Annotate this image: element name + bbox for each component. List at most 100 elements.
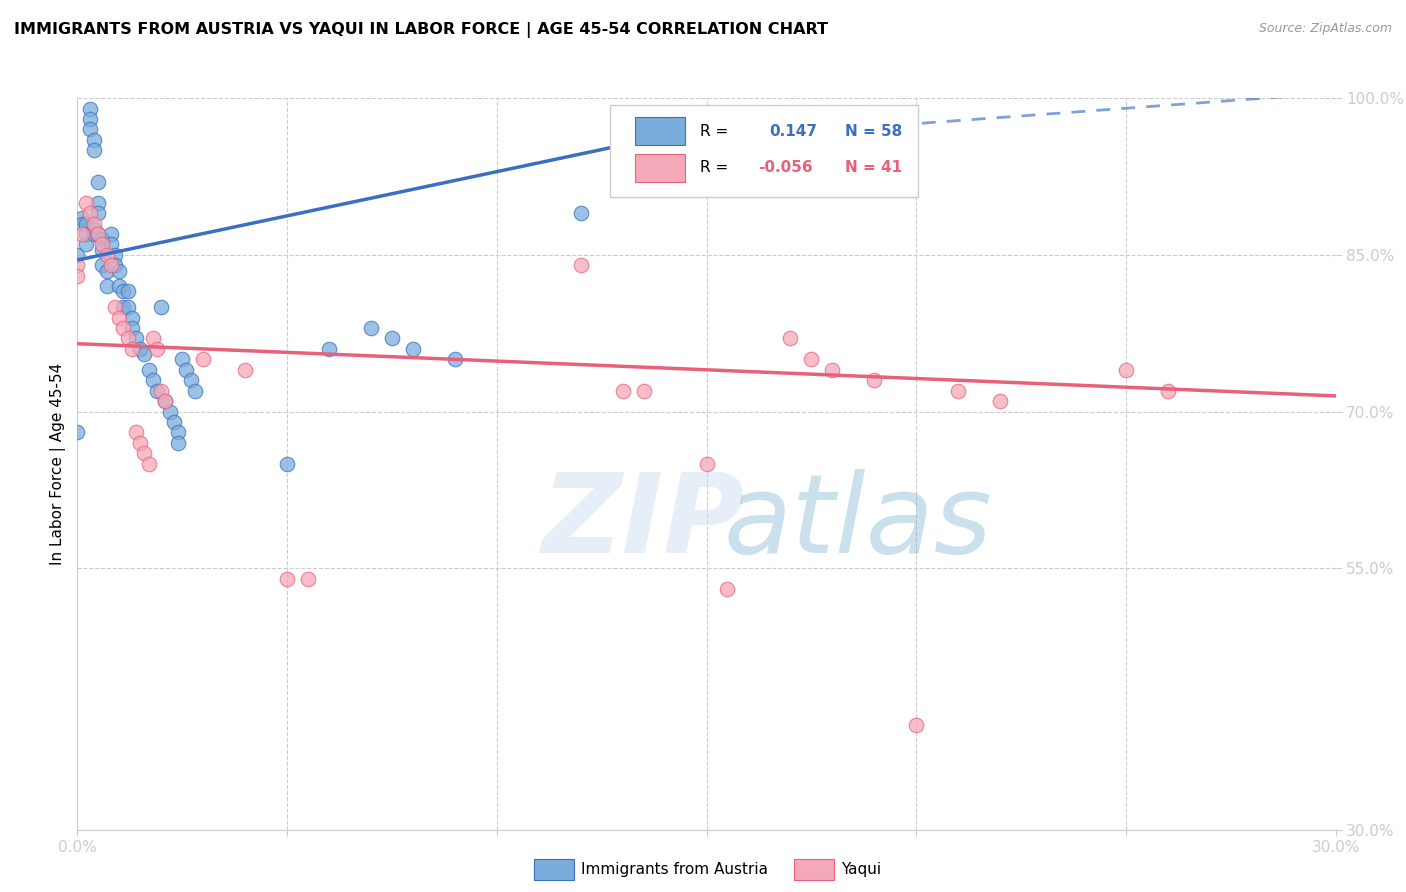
Point — [180, 373, 202, 387]
FancyBboxPatch shape — [610, 105, 918, 197]
Point — [79, 102, 101, 116]
Point — [108, 279, 131, 293]
Point — [129, 436, 152, 450]
Text: 0.147: 0.147 — [769, 123, 817, 138]
Point — [66, 268, 89, 283]
Text: Source: ZipAtlas.com: Source: ZipAtlas.com — [1258, 22, 1392, 36]
Point — [176, 363, 198, 377]
Point — [276, 572, 298, 586]
Point — [83, 221, 105, 235]
Point — [360, 321, 382, 335]
Point — [96, 263, 118, 277]
Point — [155, 394, 177, 409]
Point — [233, 363, 256, 377]
Point — [104, 258, 127, 272]
Point — [988, 394, 1011, 409]
Point — [402, 342, 425, 356]
Point — [70, 211, 93, 226]
Point — [66, 425, 89, 440]
Point — [70, 227, 93, 241]
Text: ZIP: ZIP — [541, 469, 745, 576]
Point — [155, 394, 177, 409]
Point — [104, 248, 127, 262]
Point — [142, 373, 165, 387]
Point — [142, 331, 165, 345]
Point — [381, 331, 404, 345]
Point — [633, 384, 655, 398]
Point — [79, 112, 101, 126]
Point — [112, 285, 135, 299]
Point — [191, 352, 215, 367]
Point — [125, 331, 148, 345]
Text: Immigrants from Austria: Immigrants from Austria — [581, 863, 768, 877]
Point — [696, 457, 718, 471]
Point — [125, 425, 148, 440]
Point — [800, 352, 823, 367]
Text: atlas: atlas — [723, 469, 991, 576]
Point — [276, 457, 298, 471]
Point — [87, 175, 110, 189]
Point — [779, 331, 801, 345]
Point — [716, 582, 738, 597]
Point — [83, 227, 105, 241]
Point — [87, 195, 110, 210]
Point — [121, 342, 143, 356]
Point — [108, 263, 131, 277]
Text: N = 58: N = 58 — [845, 123, 903, 138]
Point — [569, 258, 592, 272]
FancyBboxPatch shape — [634, 153, 685, 181]
Text: Yaqui: Yaqui — [841, 863, 882, 877]
Point — [108, 310, 131, 325]
Point — [83, 217, 105, 231]
Point — [159, 404, 181, 418]
Point — [121, 310, 143, 325]
Point — [134, 446, 156, 460]
Point — [112, 321, 135, 335]
Point — [96, 279, 118, 293]
Point — [1157, 384, 1180, 398]
Point — [172, 352, 194, 367]
Point — [117, 285, 139, 299]
Point — [167, 425, 190, 440]
Point — [138, 457, 160, 471]
Point — [75, 217, 97, 231]
Point — [91, 258, 114, 272]
Text: -0.056: -0.056 — [758, 160, 813, 175]
Point — [75, 195, 97, 210]
Point — [75, 237, 97, 252]
Point — [104, 300, 127, 314]
Point — [129, 342, 152, 356]
Point — [167, 436, 190, 450]
Point — [444, 352, 467, 367]
Point — [100, 237, 122, 252]
FancyBboxPatch shape — [634, 117, 685, 145]
Point — [163, 415, 186, 429]
Point — [91, 243, 114, 257]
Point — [905, 718, 928, 732]
Point — [75, 227, 97, 241]
Point — [1115, 363, 1137, 377]
Text: R =: R = — [700, 160, 734, 175]
Point — [569, 206, 592, 220]
Point — [87, 227, 110, 241]
Point — [83, 133, 105, 147]
Point — [184, 384, 207, 398]
Point — [121, 321, 143, 335]
Text: R =: R = — [700, 123, 734, 138]
Point — [70, 217, 93, 231]
Point — [146, 342, 169, 356]
Text: N = 41: N = 41 — [845, 160, 903, 175]
Point — [150, 300, 173, 314]
Point — [79, 122, 101, 136]
Point — [87, 206, 110, 220]
Point — [66, 258, 89, 272]
Point — [87, 227, 110, 241]
Point — [96, 248, 118, 262]
Point — [100, 258, 122, 272]
Point — [112, 300, 135, 314]
Point — [150, 384, 173, 398]
Point — [91, 237, 114, 252]
Point — [863, 373, 886, 387]
Point — [138, 363, 160, 377]
Point — [146, 384, 169, 398]
